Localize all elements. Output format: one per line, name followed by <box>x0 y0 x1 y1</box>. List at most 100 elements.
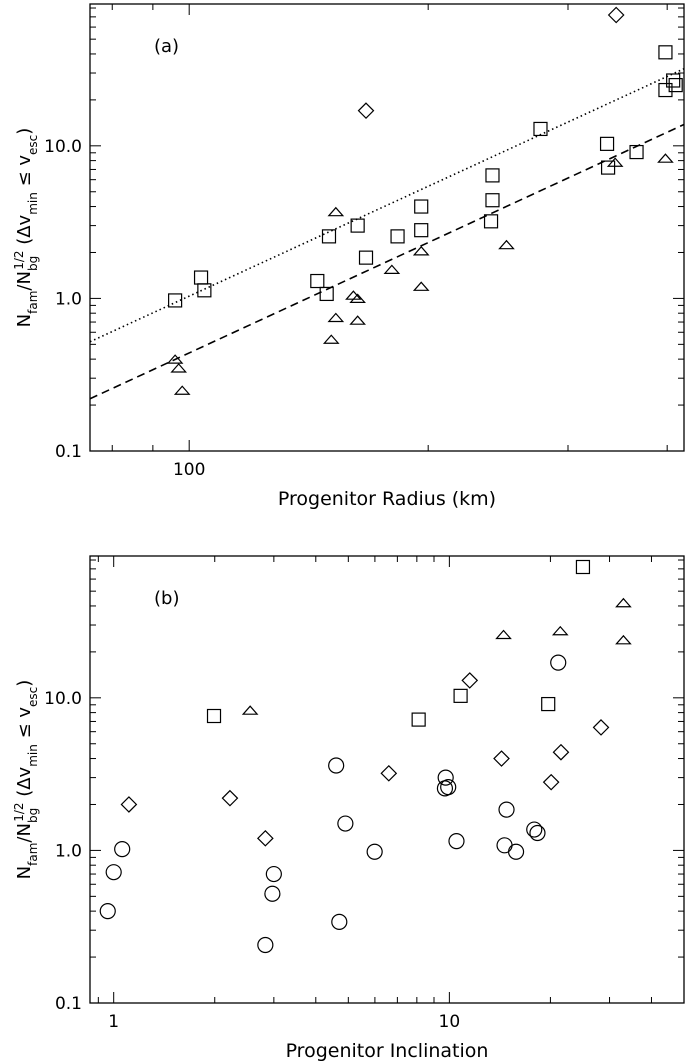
triangle-point <box>170 363 188 373</box>
square-point <box>485 193 500 208</box>
diamond-point <box>542 773 560 791</box>
y-tick-label: 0.1 <box>55 442 82 462</box>
plot-frame <box>89 555 685 1004</box>
x-axis-label: Progenitor Radius (km) <box>278 488 496 510</box>
diamond-point <box>461 672 479 689</box>
diamond-point <box>552 743 570 761</box>
square-point <box>629 144 644 160</box>
circle-point <box>257 936 274 954</box>
square-point <box>453 688 468 703</box>
circle-point <box>366 843 383 860</box>
circle-point <box>331 913 348 931</box>
dashed-fit-line <box>90 123 684 400</box>
circle-point <box>105 864 122 881</box>
circle-point <box>265 865 282 883</box>
square-point <box>358 250 374 265</box>
square-point <box>533 121 548 137</box>
diamond-point <box>493 750 510 767</box>
circle-point <box>114 840 131 858</box>
squares-series <box>206 559 591 727</box>
x-tick-label: 10 <box>439 1012 461 1032</box>
triangle-point <box>327 206 345 217</box>
square-point <box>414 223 429 238</box>
triangle-point <box>349 315 366 325</box>
triangle-point <box>495 629 512 640</box>
triangle-point <box>412 245 430 256</box>
diamond-point <box>592 719 610 736</box>
panel-a: 100 0.1 1.0 10.0 Progenitor Radius (km) Nfam/… <box>12 3 685 510</box>
y-tick-label: 1.0 <box>55 841 82 861</box>
triangle-point <box>383 264 401 274</box>
diamonds-series <box>120 672 610 847</box>
square-point <box>658 82 673 98</box>
y-tick-label: 1.0 <box>55 289 82 309</box>
square-point <box>411 712 426 727</box>
x-axis-label: Progenitor Inclination <box>286 1040 489 1062</box>
square-point <box>541 696 556 712</box>
dotted-fit-line <box>90 68 684 343</box>
circle-point <box>550 654 567 671</box>
square-point <box>600 160 616 175</box>
square-point <box>350 218 365 233</box>
square-point <box>483 214 499 229</box>
panel-label: (b) <box>154 588 179 609</box>
tick-marks <box>90 4 684 452</box>
triangle-point <box>551 625 569 636</box>
y-tick-label: 10.0 <box>44 137 82 157</box>
square-point <box>390 229 405 244</box>
square-point <box>206 708 222 724</box>
circle-point <box>526 821 543 838</box>
diamonds-series <box>357 6 625 120</box>
triangle-point <box>412 281 430 291</box>
y-tick-label: 0.1 <box>55 994 82 1014</box>
circle-point <box>337 815 354 832</box>
triangle-point <box>166 354 184 364</box>
circle-point <box>507 843 525 860</box>
circle-point <box>529 824 546 842</box>
square-point <box>575 559 591 575</box>
circles-series <box>99 654 567 954</box>
tick-marks <box>90 556 685 1004</box>
square-point <box>414 199 429 214</box>
panel-b: 1 10 0.1 1.0 10.0 Progenitor Inclination Nfam/… <box>12 555 685 1062</box>
diamond-point <box>380 764 398 782</box>
square-point <box>485 168 500 183</box>
triangle-point <box>322 334 340 344</box>
triangles-series <box>241 597 632 715</box>
diamond-point <box>221 789 239 807</box>
y-axis-label: Nfam/Nbg1/2 (Δvmin ≤ vesc) <box>12 680 40 880</box>
circle-point <box>328 757 345 774</box>
square-point <box>658 45 673 60</box>
triangle-point <box>349 293 366 304</box>
diamond-point <box>357 102 375 120</box>
circle-point <box>264 885 281 902</box>
square-point <box>599 136 615 151</box>
triangle-point <box>241 705 259 715</box>
triangles-series <box>166 153 674 395</box>
diamond-point <box>607 6 625 24</box>
triangle-point <box>606 157 624 167</box>
triangle-point <box>327 312 345 323</box>
circle-point <box>448 833 465 850</box>
diamond-point <box>256 829 274 847</box>
triangle-point <box>498 239 515 250</box>
circle-point <box>437 769 454 786</box>
square-point <box>319 286 334 302</box>
square-point <box>310 273 325 289</box>
plot-frame <box>89 3 685 452</box>
square-point <box>666 73 681 88</box>
circle-point <box>99 903 116 920</box>
triangle-point <box>657 153 674 163</box>
triangle-point <box>615 597 632 608</box>
square-point <box>197 283 212 298</box>
circle-point <box>498 801 515 818</box>
circle-point <box>496 837 513 854</box>
square-point <box>321 229 337 244</box>
triangle-point <box>173 385 191 395</box>
panel-label: (a) <box>154 36 179 57</box>
diamond-point <box>120 796 138 813</box>
squares-series <box>168 45 683 308</box>
x-tick-label: 100 <box>173 460 205 480</box>
triangle-point <box>615 634 632 645</box>
